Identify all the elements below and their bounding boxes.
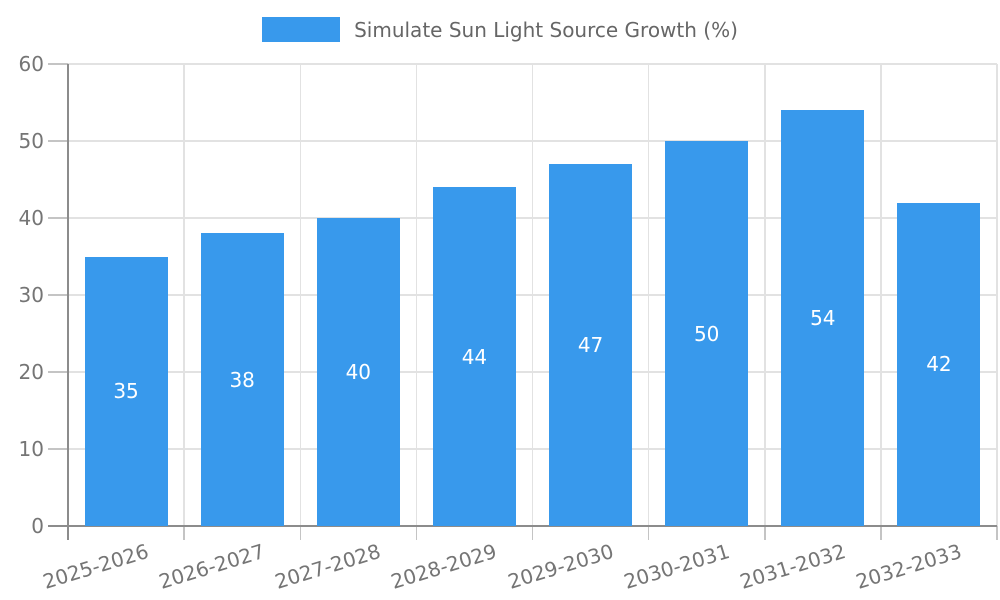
gridline-x-1	[183, 64, 185, 526]
bar-2029-2030	[549, 164, 633, 526]
bar-2030-2031	[665, 141, 749, 526]
x-tick-label: 2029-2030	[504, 538, 616, 594]
y-axis-tick-20	[48, 371, 68, 373]
x-axis-line	[48, 525, 997, 527]
legend-label: Simulate Sun Light Source Growth (%)	[354, 17, 738, 42]
x-axis-tick-7	[880, 526, 882, 540]
bar-2032-2033	[897, 202, 981, 526]
bar-value-label: 40	[345, 360, 372, 384]
x-tick-label: 2025-2026	[40, 538, 152, 594]
legend-swatch	[262, 17, 341, 42]
y-axis-tick-60	[48, 63, 68, 65]
y-tick-label: 40	[18, 206, 44, 230]
y-tick-label: 0	[31, 514, 44, 538]
gridline-x-6	[764, 64, 766, 526]
gridline-x-4	[531, 64, 534, 526]
x-axis-tick-1	[183, 526, 185, 540]
gridline-x-2	[299, 64, 301, 526]
y-axis-line	[67, 64, 69, 540]
y-axis-tick-50	[48, 140, 68, 142]
y-tick-label: 10	[18, 437, 44, 461]
y-axis-tick-30	[48, 294, 68, 296]
bar-value-label: 42	[926, 352, 952, 377]
x-tick-label: 2031-2032	[736, 538, 849, 594]
x-tick-label: 2030-2031	[620, 538, 732, 594]
x-axis-tick-5	[647, 526, 650, 540]
y-tick-label: 50	[18, 129, 44, 153]
bar-2025-2026	[84, 256, 168, 526]
y-tick-label: 30	[18, 283, 44, 307]
bar-value-label: 54	[810, 306, 836, 331]
bar-2026-2027	[200, 233, 284, 526]
x-tick-label: 2032-2033	[852, 538, 965, 594]
gridline-x-5	[647, 64, 650, 526]
x-axis-tick-3	[415, 526, 418, 540]
bar-value-label: 47	[577, 333, 604, 358]
bar-2027-2028	[316, 218, 400, 526]
bar-value-label: 50	[693, 321, 720, 346]
x-axis-tick-4	[531, 526, 534, 540]
bar-2031-2032	[781, 110, 865, 526]
bar-value-label: 35	[113, 379, 139, 404]
bar-value-label: 38	[229, 367, 255, 392]
gridline-x-3	[415, 64, 418, 526]
x-axis-tick-2	[299, 526, 301, 540]
y-axis-tick-40	[48, 217, 68, 219]
gridline-x-8	[996, 64, 998, 526]
y-tick-label: 60	[18, 52, 44, 76]
gridline-x-7	[880, 64, 882, 526]
bar-value-label: 44	[461, 344, 488, 369]
y-tick-label: 20	[18, 360, 44, 384]
x-tick-label: 2028-2029	[388, 538, 500, 594]
y-axis-tick-10	[48, 448, 68, 450]
chart-legend[interactable]: Simulate Sun Light Source Growth (%)	[0, 17, 1000, 42]
x-tick-label: 2027-2028	[272, 538, 384, 594]
x-axis-tick-6	[764, 526, 766, 540]
bar-2028-2029	[432, 187, 516, 526]
x-axis-tick-8	[996, 526, 998, 540]
x-tick-label: 2026-2027	[156, 538, 268, 594]
